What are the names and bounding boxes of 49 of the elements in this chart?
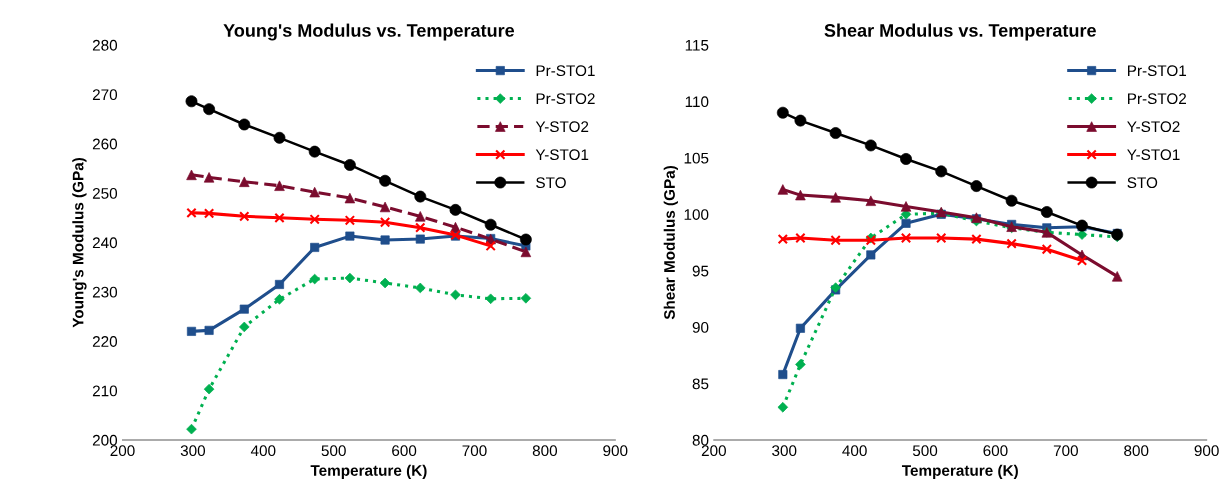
legend-label: Pr-STO2 <box>536 93 595 105</box>
legend-label: STO <box>1127 177 1158 189</box>
x-tick-label: 700 <box>1053 445 1078 457</box>
legend-label: Y-STO2 <box>535 121 589 133</box>
chart-title: Young's Modulus vs. Temperature <box>223 23 515 41</box>
x-tick-label: 600 <box>983 445 1008 457</box>
y-tick-label: 95 <box>692 265 709 277</box>
legend-label: Y-STO2 <box>1127 121 1180 133</box>
y-tick-label: 220 <box>92 336 118 347</box>
x-tick-label: 300 <box>772 445 797 457</box>
y-tick-label: 280 <box>92 39 118 51</box>
y-tick-label: 105 <box>684 152 709 164</box>
y-axis-title: Shear Modulus (GPa) <box>663 166 678 320</box>
y-tick-label: 85 <box>692 378 709 390</box>
x-tick-label: 400 <box>842 445 867 457</box>
y-tick-label: 270 <box>92 89 118 101</box>
chart-title: Shear Modulus vs. Temperature <box>824 23 1096 41</box>
x-tick-label: 800 <box>532 445 558 457</box>
y-tick-label: 115 <box>685 40 709 51</box>
y-axis-title: Young's Modulus (GPa) <box>72 157 87 328</box>
legend-label: Pr-STO1 <box>1128 65 1187 77</box>
x-tick-label: 300 <box>180 445 206 457</box>
legend-label: Y-STO1 <box>535 149 589 161</box>
y-tick-label: 250 <box>92 187 118 199</box>
y-tick-label: 260 <box>92 138 118 150</box>
y-tick-label: 80 <box>692 434 709 446</box>
y-tick-label: 100 <box>684 209 709 220</box>
legend-label: STO <box>536 177 566 189</box>
y-tick-label: 200 <box>92 434 118 446</box>
y-tick-label: 110 <box>685 96 709 108</box>
x-axis-title: Temperature (K) <box>310 464 427 479</box>
legend-label: Pr-STO1 <box>536 65 595 77</box>
y-tick-label: 90 <box>692 322 709 333</box>
x-tick-label: 500 <box>912 445 938 457</box>
x-tick-label: 200 <box>701 445 726 457</box>
legend-label: Y-STO1 <box>1127 149 1180 161</box>
y-tick-label: 210 <box>92 385 118 397</box>
x-tick-label: 900 <box>1194 445 1219 457</box>
x-axis-title: Temperature (K) <box>901 464 1018 479</box>
x-tick-label: 900 <box>603 445 628 457</box>
x-tick-label: 400 <box>250 445 276 457</box>
x-tick-label: 700 <box>462 445 487 457</box>
x-tick-label: 800 <box>1124 445 1149 457</box>
y-tick-label: 240 <box>92 237 118 249</box>
x-tick-label: 500 <box>321 445 346 457</box>
x-tick-label: 200 <box>110 445 135 457</box>
y-tick-label: 230 <box>92 286 118 298</box>
x-tick-label: 600 <box>392 445 417 457</box>
legend-label: Pr-STO2 <box>1128 93 1186 105</box>
